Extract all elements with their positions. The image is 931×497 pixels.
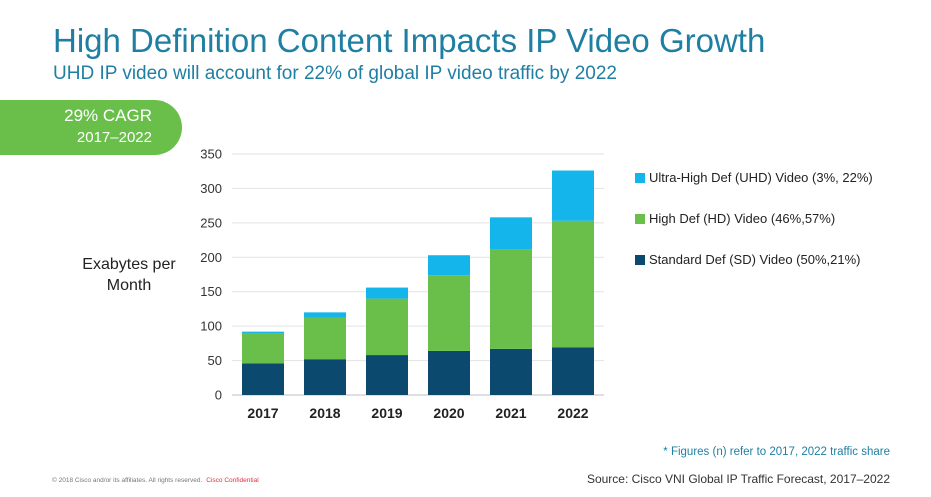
y-tick-label: 350 bbox=[200, 147, 222, 162]
x-tick-label: 2018 bbox=[309, 405, 340, 421]
legend-swatch bbox=[635, 214, 645, 224]
bar-segment bbox=[304, 317, 346, 360]
bar-segment bbox=[552, 220, 594, 348]
bar-segment bbox=[242, 333, 284, 364]
bar-segment bbox=[490, 348, 532, 395]
bar-segment bbox=[304, 359, 346, 395]
y-tick-label: 250 bbox=[200, 215, 222, 230]
bar-segment bbox=[428, 255, 470, 276]
legend-label: Ultra-High Def (UHD) Video (3%, 22%) bbox=[649, 170, 873, 185]
bar-segment bbox=[490, 249, 532, 349]
bar-segment bbox=[428, 350, 470, 395]
y-tick-label: 150 bbox=[200, 284, 222, 299]
gridlines bbox=[232, 153, 604, 396]
x-tick-label: 2019 bbox=[371, 405, 402, 421]
legend-label: Standard Def (SD) Video (50%,21%) bbox=[649, 252, 861, 267]
y-tick-label: 200 bbox=[200, 250, 222, 265]
legend-label: High Def (HD) Video (46%,57%) bbox=[649, 211, 836, 226]
bar-segment bbox=[242, 363, 284, 395]
y-tick-label: 50 bbox=[208, 353, 222, 368]
y-axis-label: Exabytes per Month bbox=[82, 256, 176, 294]
slide-title: High Definition Content Impacts IP Video… bbox=[53, 22, 766, 59]
bar-segment bbox=[552, 170, 594, 221]
slide-subtitle: UHD IP video will account for 22% of glo… bbox=[53, 63, 617, 84]
cagr-badge: 29% CAGR 2017–2022 bbox=[0, 100, 182, 155]
x-tick-label: 2021 bbox=[495, 405, 526, 421]
bar-segment bbox=[242, 331, 284, 334]
confidential-label: Cisco Confidential bbox=[206, 477, 259, 484]
x-tick-label: 2022 bbox=[557, 405, 588, 421]
bar-segment bbox=[366, 287, 408, 299]
footnote: * Figures (n) refer to 2017, 2022 traffi… bbox=[663, 446, 890, 458]
y-tick-label: 100 bbox=[200, 319, 222, 334]
x-tick-label: 2020 bbox=[433, 405, 464, 421]
bar-segment bbox=[428, 275, 470, 351]
bar-segment bbox=[552, 347, 594, 395]
copyright-text: © 2018 Cisco and/or its affiliates. All … bbox=[52, 477, 203, 484]
bar-segment bbox=[304, 312, 346, 318]
copyright-line: © 2018 Cisco and/or its affiliates. All … bbox=[52, 477, 259, 484]
cagr-value: 29% CAGR bbox=[64, 106, 152, 125]
y-tick-label: 300 bbox=[200, 181, 222, 196]
legend-swatch bbox=[635, 255, 645, 265]
x-tick-label: 2017 bbox=[247, 405, 278, 421]
x-tick-labels: 2017 2018 2019 2020 2021 2022 bbox=[247, 405, 588, 421]
legend-swatch bbox=[635, 173, 645, 183]
bar-segment bbox=[366, 298, 408, 356]
bar-segment bbox=[490, 217, 532, 250]
source-note: Source: Cisco VNI Global IP Traffic Fore… bbox=[586, 472, 890, 486]
bars bbox=[242, 170, 594, 395]
y-tick-labels: 0 50 100 150 200 250 300 350 bbox=[200, 147, 222, 403]
bar-segment bbox=[366, 355, 408, 395]
y-tick-label: 0 bbox=[215, 388, 222, 403]
cagr-period: 2017–2022 bbox=[76, 129, 152, 146]
